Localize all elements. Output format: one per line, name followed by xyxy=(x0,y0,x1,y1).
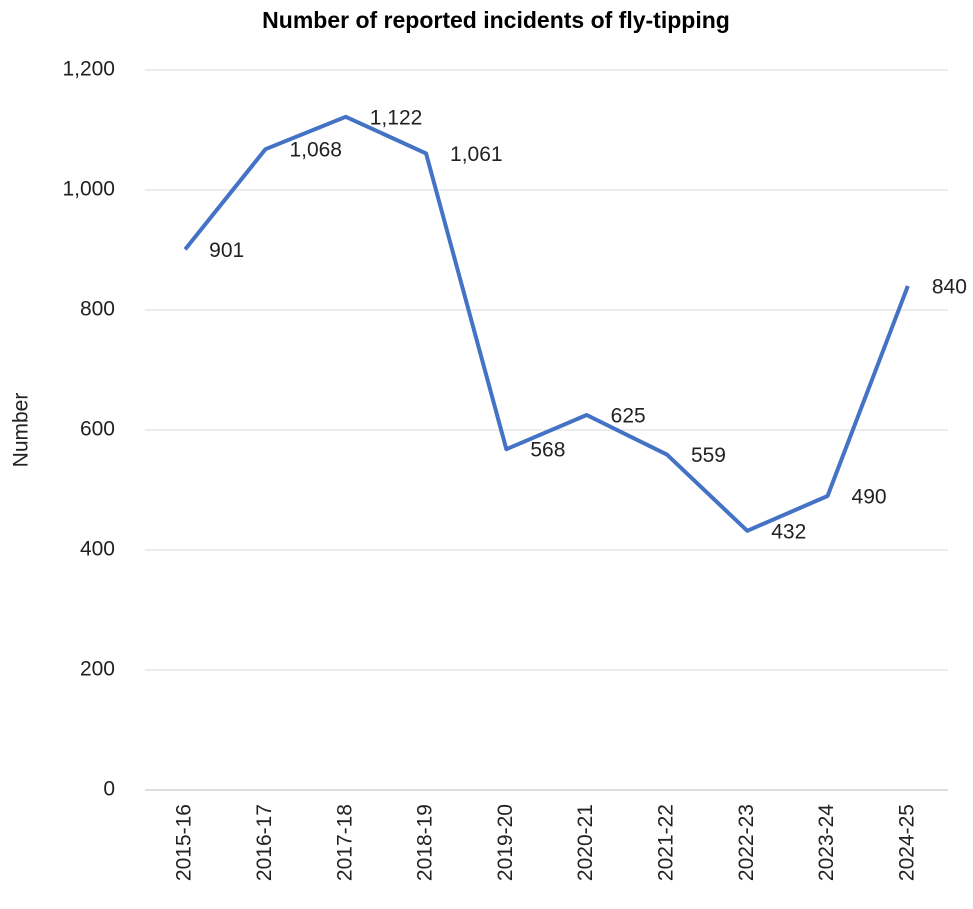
data-label: 840 xyxy=(932,276,967,299)
x-tick-label: 2019-20 xyxy=(494,804,517,881)
y-tick-label: 200 xyxy=(80,658,115,681)
y-tick-label: 600 xyxy=(80,418,115,441)
x-tick-label: 2017-18 xyxy=(333,804,356,881)
data-label: 1,061 xyxy=(450,143,503,166)
data-label: 1,122 xyxy=(370,106,423,129)
chart-title: Number of reported incidents of fly-tipp… xyxy=(262,7,730,33)
x-tick-label: 2018-19 xyxy=(414,804,437,881)
y-tick-label: 0 xyxy=(103,778,115,801)
x-tick-label: 2016-17 xyxy=(253,804,276,881)
y-tick-label: 1,200 xyxy=(62,58,115,81)
data-label: 901 xyxy=(209,239,244,262)
y-tick-label: 1,000 xyxy=(62,178,115,201)
data-label: 625 xyxy=(611,405,646,428)
x-tick-label: 2022-23 xyxy=(735,804,758,881)
data-label: 1,068 xyxy=(289,139,342,162)
data-label: 559 xyxy=(691,444,726,467)
x-tick-label: 2021-22 xyxy=(654,804,677,881)
x-tick-label: 2024-25 xyxy=(895,804,918,881)
data-label: 490 xyxy=(852,486,887,509)
y-tick-label: 400 xyxy=(80,538,115,561)
y-tick-label: 800 xyxy=(80,298,115,321)
data-label: 432 xyxy=(771,520,806,543)
series-line xyxy=(183,114,910,533)
y-axis-label: Number xyxy=(10,393,33,468)
x-tick-label: 2015-16 xyxy=(173,804,196,881)
data-label: 568 xyxy=(530,439,565,462)
x-tick-label: 2023-24 xyxy=(815,804,838,881)
x-tick-label: 2020-21 xyxy=(574,804,597,881)
